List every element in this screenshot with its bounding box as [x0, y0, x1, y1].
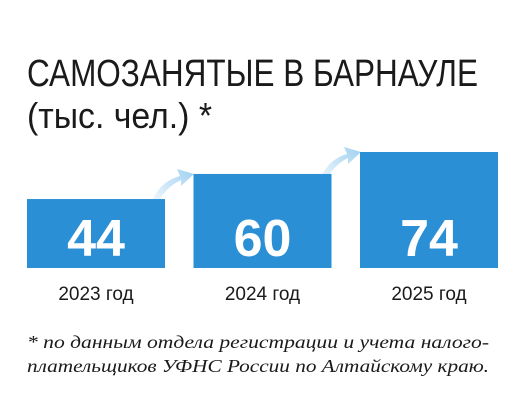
bar [360, 152, 498, 268]
x-tick-label: 2023 год [58, 284, 133, 305]
chart-title: САМОЗАНЯТЫЕ В БАРНАУЛЕ [27, 53, 478, 95]
value-label: 44 [67, 210, 125, 268]
arrow [150, 169, 194, 212]
bar [193, 173, 332, 268]
value-label: 60 [234, 210, 292, 268]
x-tick-label: 2025 год [391, 284, 466, 305]
x-tick-label: 2024 год [225, 284, 300, 305]
footnote: * по данным отдела регистрации и учета н… [27, 332, 489, 352]
arrow [317, 147, 361, 192]
bar [27, 199, 165, 268]
footnote: плательщиков УФНС России по Алтайскому к… [27, 356, 489, 376]
chart-subtitle: (тыс. чел.) * [27, 95, 212, 136]
value-label: 74 [400, 210, 458, 268]
